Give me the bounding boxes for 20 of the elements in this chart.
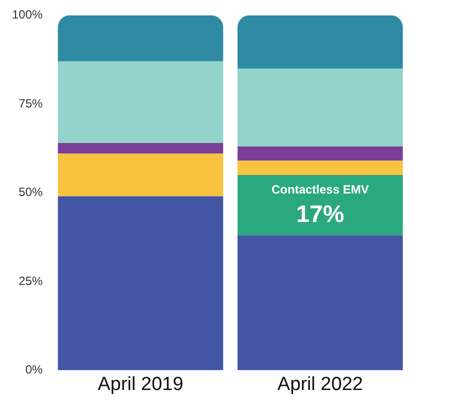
bar: [58, 61, 224, 143]
bar: [58, 143, 224, 154]
y-tick-label: 0%: [25, 362, 44, 377]
bar: [58, 196, 224, 370]
bar: [238, 235, 403, 370]
bar: [58, 15, 224, 62]
y-tick-label: 50%: [18, 185, 44, 200]
y-tick-label: 100%: [12, 8, 44, 22]
data-label: 17%: [296, 200, 344, 228]
x-tick-label: April 2022: [277, 374, 363, 395]
bar: [238, 160, 403, 175]
x-tick-label: April 2019: [98, 374, 184, 395]
series-label: Contactless EMV: [271, 182, 369, 196]
y-tick-label: 25%: [18, 274, 44, 288]
bar: [238, 174, 403, 236]
bar: [238, 146, 403, 161]
y-tick-label: 75%: [18, 96, 44, 110]
bar: [238, 15, 403, 68]
bar: [238, 68, 403, 147]
bar: [58, 154, 224, 196]
